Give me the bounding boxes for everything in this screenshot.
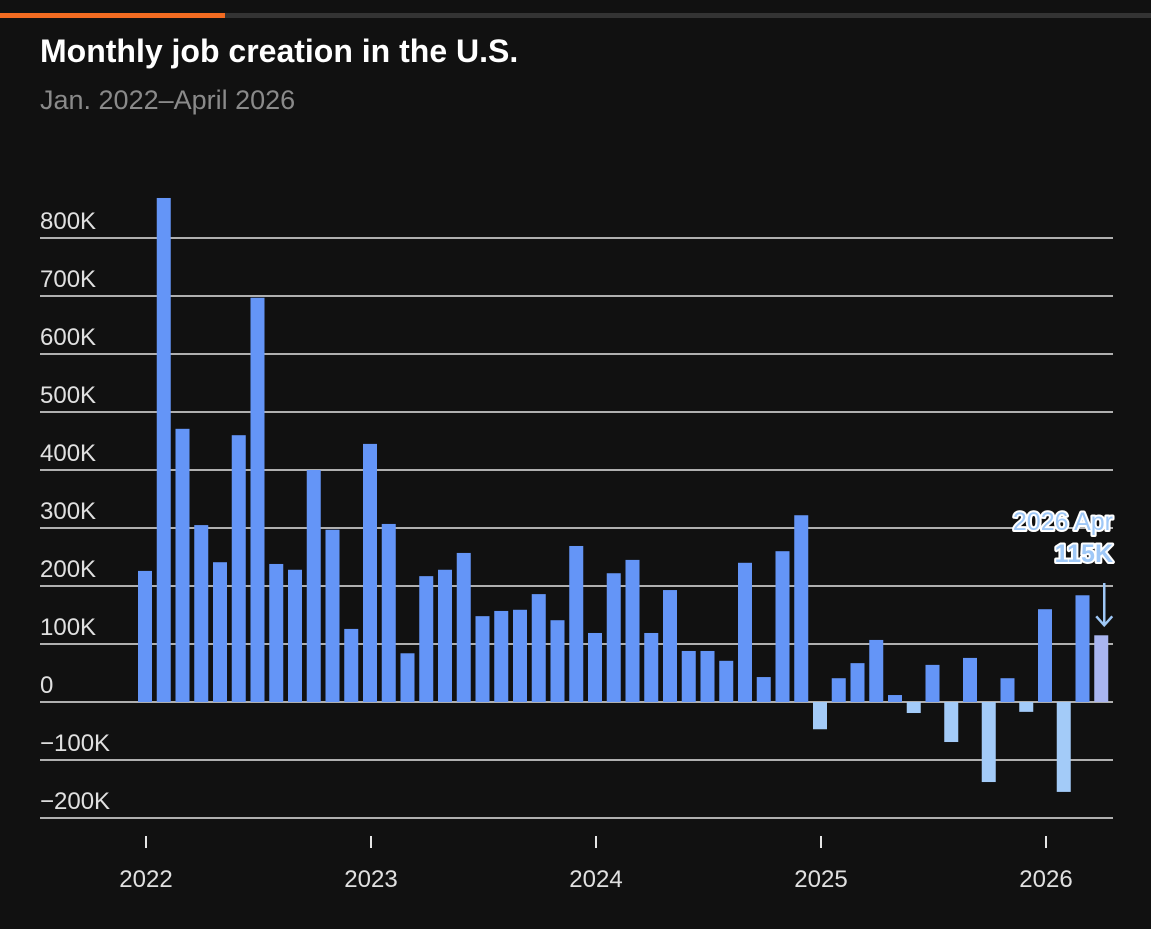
x-tick-label: 2022 [119, 866, 172, 893]
bar [194, 525, 209, 702]
bar [175, 428, 190, 702]
bar [138, 570, 152, 702]
bar [419, 576, 434, 702]
bar [719, 660, 734, 702]
bar [306, 470, 321, 702]
y-tick-label: 400K [40, 440, 96, 467]
y-tick-label: 100K [40, 614, 96, 641]
bar [644, 632, 659, 702]
x-tick-label: 2026 [1019, 866, 1072, 893]
bar [794, 515, 809, 702]
progress-fill [0, 13, 225, 18]
chart-subtitle: Jan. 2022–April 2026 [40, 85, 295, 115]
bar [906, 702, 921, 714]
bar [550, 620, 565, 702]
bar [438, 569, 452, 702]
chart-title: Monthly job creation in the U.S. [40, 33, 518, 69]
annotation-value: 115K [1055, 540, 1113, 568]
bar [738, 562, 752, 702]
x-tick-label: 2025 [794, 866, 847, 893]
y-tick-label: 800K [40, 208, 96, 235]
bar [475, 616, 490, 702]
bar [363, 443, 377, 702]
bar [775, 551, 790, 702]
bar [663, 590, 677, 702]
bar [1056, 702, 1071, 792]
x-tick-label: 2023 [344, 866, 397, 893]
x-tick-label: 2024 [569, 866, 622, 893]
bar [1094, 635, 1109, 702]
annotation-label: 2026 Apr [1013, 508, 1113, 536]
bar [156, 197, 171, 703]
bar [850, 663, 865, 702]
bar [213, 562, 227, 702]
bar [963, 657, 977, 702]
bar [700, 650, 715, 702]
bar [888, 695, 902, 702]
bar [981, 702, 996, 783]
bar [925, 664, 940, 702]
bar [381, 523, 396, 702]
bar [813, 702, 827, 730]
bar [569, 545, 584, 702]
bar [288, 569, 302, 702]
bar [831, 678, 846, 702]
bar [269, 563, 284, 702]
bar [756, 677, 771, 702]
bar [606, 573, 621, 702]
bar [681, 650, 696, 702]
y-tick-label: 700K [40, 266, 96, 293]
progress-track [0, 13, 1151, 18]
y-tick-label: −200K [40, 788, 110, 815]
y-tick-label: 200K [40, 556, 96, 583]
annotation-arrow [1095, 583, 1114, 628]
bar [1000, 678, 1015, 702]
bar [1075, 595, 1090, 702]
bar [1019, 702, 1034, 712]
bar [250, 297, 265, 702]
bar [625, 559, 640, 702]
bar [456, 552, 471, 702]
bar [231, 435, 246, 702]
y-tick-label: 600K [40, 324, 96, 351]
y-tick-label: 500K [40, 382, 96, 409]
bar [325, 529, 340, 702]
bar [400, 653, 415, 702]
bar [513, 609, 527, 702]
bar [531, 594, 546, 702]
y-tick-label: −100K [40, 730, 110, 757]
bar [588, 632, 602, 702]
bar [344, 628, 359, 702]
bar [494, 610, 509, 702]
y-tick-label: 0 [40, 672, 53, 699]
y-tick-label: 300K [40, 498, 96, 525]
bar [1038, 609, 1052, 702]
bar [869, 639, 884, 702]
bar [944, 702, 959, 743]
